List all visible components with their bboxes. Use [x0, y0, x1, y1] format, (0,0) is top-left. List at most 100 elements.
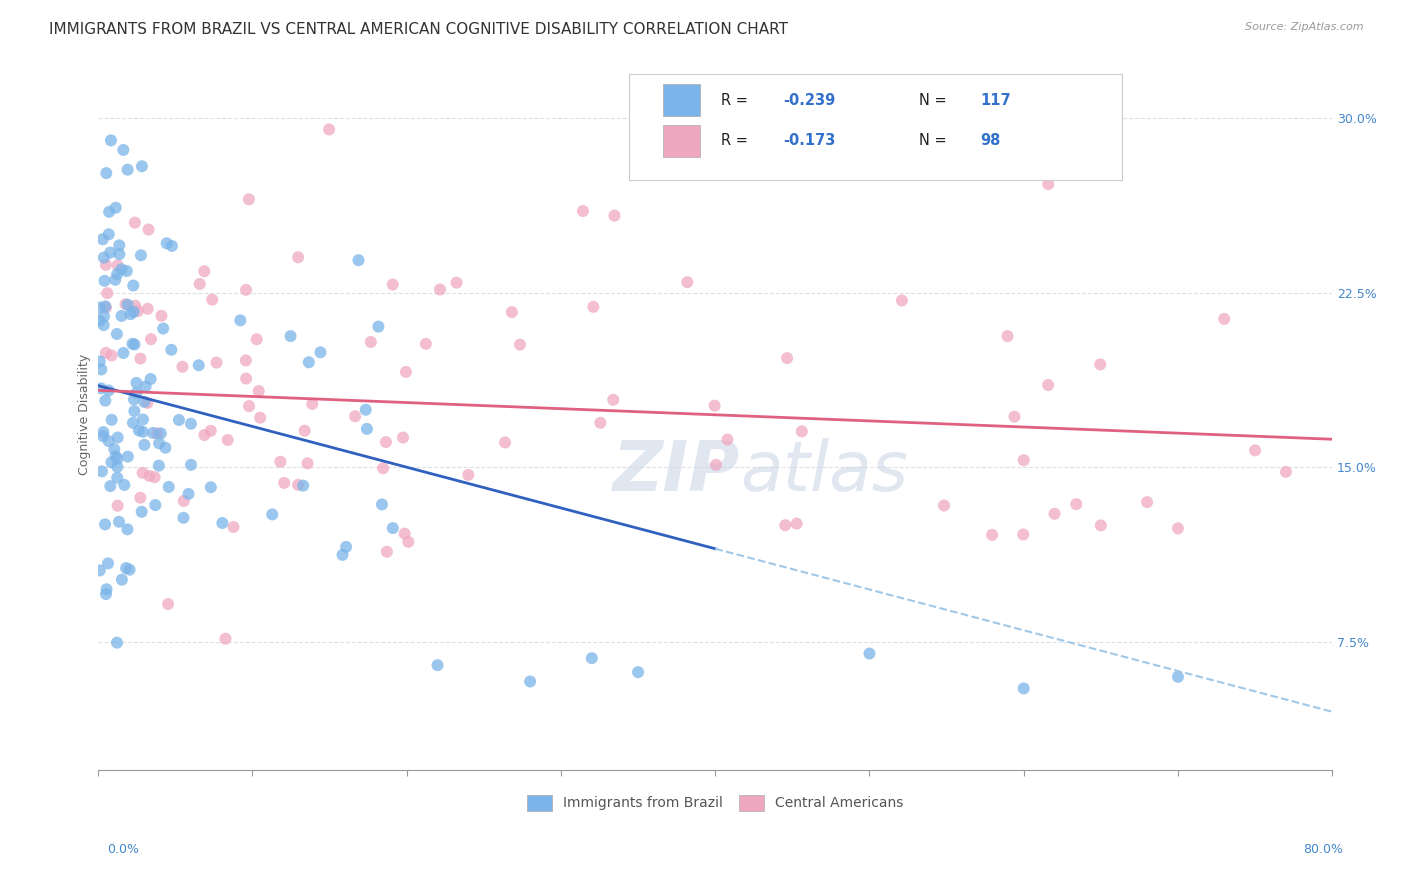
Text: Source: ZipAtlas.com: Source: ZipAtlas.com: [1246, 22, 1364, 32]
Point: [98, 479, 121, 493]
Point: [121, 336, 143, 351]
Point: [395, 365, 418, 379]
FancyBboxPatch shape: [628, 74, 1122, 180]
Point: [501, 305, 523, 319]
Point: [89, 354, 111, 368]
Point: [890, 293, 912, 308]
Point: [775, 518, 797, 533]
Point: [676, 275, 699, 289]
Point: [287, 250, 309, 264]
Point: [124, 404, 146, 418]
Text: -0.239: -0.239: [783, 93, 835, 108]
Point: [156, 236, 179, 251]
Point: [100, 413, 122, 427]
Point: [381, 277, 404, 292]
Text: IMMIGRANTS FROM BRAZIL VS CENTRAL AMERICAN COGNITIVE DISABILITY CORRELATION CHAR: IMMIGRANTS FROM BRAZIL VS CENTRAL AMERIC…: [49, 22, 789, 37]
Text: 80.0%: 80.0%: [1303, 843, 1343, 856]
Point: [89, 564, 111, 578]
Point: [394, 526, 416, 541]
Point: [142, 425, 165, 440]
Point: [1213, 311, 1236, 326]
Point: [280, 329, 302, 343]
Bar: [664, 125, 700, 157]
Text: N =: N =: [918, 93, 950, 108]
Point: [90, 381, 112, 395]
Point: [94, 346, 117, 360]
Point: [217, 433, 239, 447]
Point: [111, 573, 134, 587]
Point: [371, 498, 394, 512]
Point: [335, 540, 357, 554]
Point: [122, 392, 145, 407]
Point: [131, 466, 153, 480]
Point: [494, 435, 516, 450]
Point: [193, 264, 215, 278]
Point: [1004, 409, 1026, 424]
Point: [167, 413, 190, 427]
Point: [131, 159, 153, 173]
Point: [354, 402, 377, 417]
Point: [426, 658, 449, 673]
Point: [105, 635, 128, 649]
Point: [201, 293, 224, 307]
Point: [115, 561, 138, 575]
Point: [581, 651, 603, 665]
Point: [776, 351, 799, 365]
Text: -0.173: -0.173: [783, 133, 835, 148]
Point: [187, 358, 209, 372]
Point: [572, 204, 595, 219]
Point: [124, 299, 146, 313]
Point: [1136, 495, 1159, 509]
Point: [104, 450, 127, 464]
Point: [117, 162, 139, 177]
Point: [107, 258, 129, 272]
Point: [356, 422, 378, 436]
Point: [125, 376, 148, 390]
Point: [235, 353, 257, 368]
Legend: Immigrants from Brazil, Central Americans: Immigrants from Brazil, Central American…: [522, 789, 910, 816]
Point: [94, 301, 117, 315]
Point: [1038, 177, 1060, 191]
Point: [519, 674, 541, 689]
Point: [107, 499, 129, 513]
Point: [93, 251, 115, 265]
Text: 0.0%: 0.0%: [107, 843, 139, 856]
Point: [155, 441, 177, 455]
Point: [91, 464, 114, 478]
Point: [136, 301, 159, 316]
Point: [1090, 518, 1112, 533]
Point: [108, 515, 131, 529]
Point: [93, 318, 115, 332]
Point: [381, 521, 404, 535]
Point: [93, 309, 115, 323]
Point: [786, 516, 808, 531]
Point: [128, 424, 150, 438]
Point: [1012, 527, 1035, 541]
Point: [301, 397, 323, 411]
Point: [96, 286, 118, 301]
Point: [173, 494, 195, 508]
Point: [107, 451, 129, 466]
Point: [932, 499, 955, 513]
Point: [249, 410, 271, 425]
Point: [90, 362, 112, 376]
Point: [160, 343, 183, 357]
Point: [125, 385, 148, 400]
Point: [160, 239, 183, 253]
Point: [269, 455, 291, 469]
Point: [392, 431, 415, 445]
Point: [91, 232, 114, 246]
Point: [396, 534, 419, 549]
Point: [703, 399, 725, 413]
Bar: [664, 84, 700, 116]
Point: [107, 430, 129, 444]
Point: [93, 425, 115, 439]
Point: [110, 309, 132, 323]
Point: [287, 478, 309, 492]
Point: [112, 143, 135, 157]
Point: [858, 647, 880, 661]
Point: [94, 517, 117, 532]
Point: [148, 458, 170, 473]
Point: [1064, 497, 1087, 511]
Point: [1012, 453, 1035, 467]
